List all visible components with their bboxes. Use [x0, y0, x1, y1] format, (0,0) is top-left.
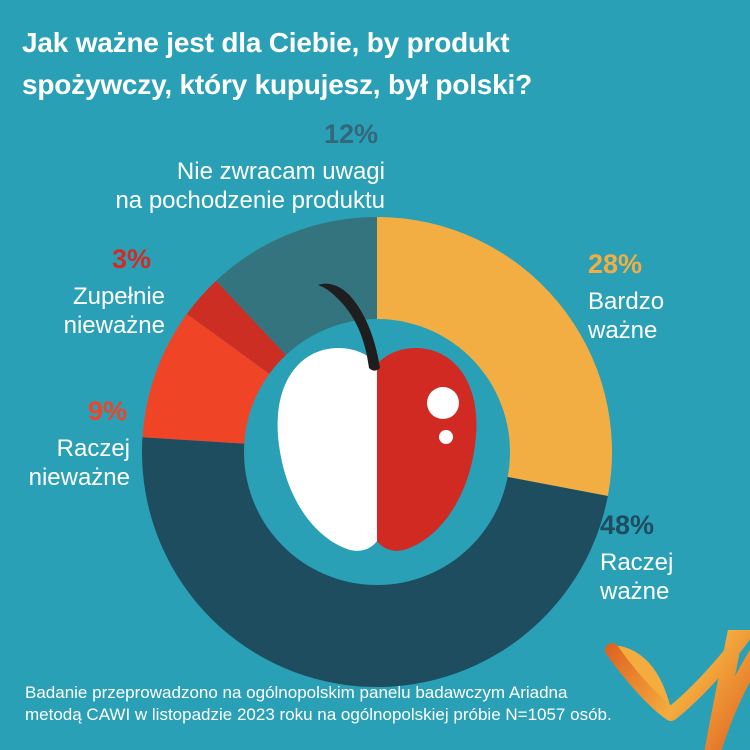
apple-left-half — [277, 347, 377, 551]
segment-label: Raczej nieważne — [28, 435, 130, 491]
callout-raczej-wazne: 48% Raczej ważne — [600, 510, 673, 606]
percent-label: 9% — [87, 396, 127, 426]
donut-segment-48pct — [142, 437, 608, 687]
percent-label: 48% — [600, 510, 655, 540]
percent-label: 28% — [588, 249, 643, 279]
apple-highlight-large — [427, 387, 459, 419]
segment-label: Nie zwracam uwagi na pochodzenie produkt… — [115, 158, 385, 214]
segment-label: Zupełnie nieważne — [63, 283, 165, 339]
callout-bardzo-wazne: 28% Bardzo ważne — [588, 249, 664, 345]
logo-ribbon-right-v — [704, 630, 750, 750]
apple-stem-icon — [318, 283, 380, 371]
callout-raczej-niewazne: 9% Raczej nieważne — [29, 396, 130, 492]
percent-label: 3% — [111, 244, 151, 274]
donut-segment-28pct — [377, 217, 612, 497]
ribbon-logo — [605, 630, 750, 750]
donut-chart — [142, 217, 612, 687]
donut-segment-9pct — [142, 313, 270, 444]
survey-methodology-note: Badanie przeprowadzono na ogólnopolskim … — [25, 683, 612, 724]
page-title: Jak ważne jest dla Ciebie, by produkt sp… — [22, 27, 533, 100]
segment-label: Bardzo ważne — [588, 288, 665, 344]
segment-label: Raczej ważne — [600, 549, 674, 605]
donut-segment-12pct — [216, 217, 377, 356]
callout-nie-zwracam-uwagi: 12% Nie zwracam uwagi na pochodzenie pro… — [115, 119, 385, 215]
callout-zupelnie-niewazne: 3% Zupełnie nieważne — [64, 244, 165, 340]
apple-highlight-small — [439, 430, 453, 444]
donut-segment-3pct — [186, 280, 286, 374]
percent-label: 12% — [323, 119, 378, 149]
apple-right-half — [377, 347, 477, 551]
apple-illustration — [277, 283, 477, 551]
